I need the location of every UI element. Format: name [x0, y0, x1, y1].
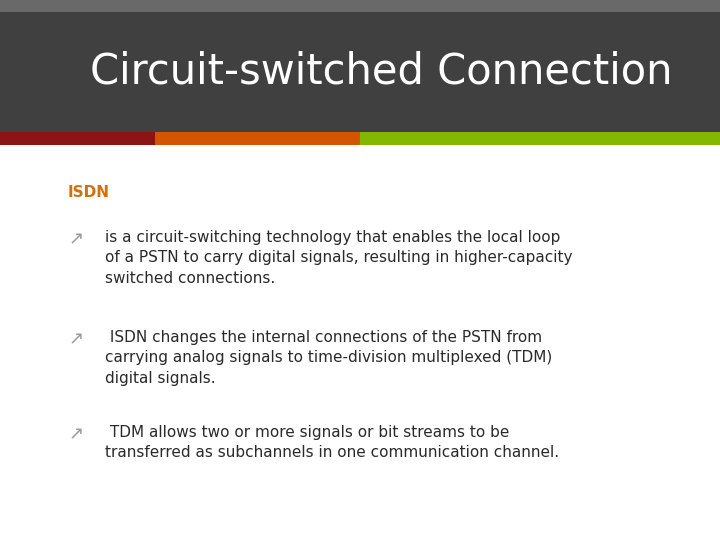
Bar [0, 0, 720, 12]
Text: ↗: ↗ [68, 230, 83, 248]
Bar [0, 132, 155, 145]
Bar [360, 132, 720, 145]
Text: ISDN changes the internal connections of the PSTN from
carrying analog signals t: ISDN changes the internal connections of… [105, 330, 552, 386]
Text: Circuit-switched Connection: Circuit-switched Connection [90, 51, 672, 93]
Text: TDM allows two or more signals or bit streams to be
transferred as subchannels i: TDM allows two or more signals or bit st… [105, 425, 559, 461]
Text: ↗: ↗ [68, 330, 83, 348]
Text: ISDN: ISDN [68, 185, 110, 200]
Bar [155, 132, 360, 145]
Text: is a circuit-switching technology that enables the local loop
of a PSTN to carry: is a circuit-switching technology that e… [105, 230, 572, 286]
Text: ↗: ↗ [68, 425, 83, 443]
Bar [0, 12, 720, 132]
